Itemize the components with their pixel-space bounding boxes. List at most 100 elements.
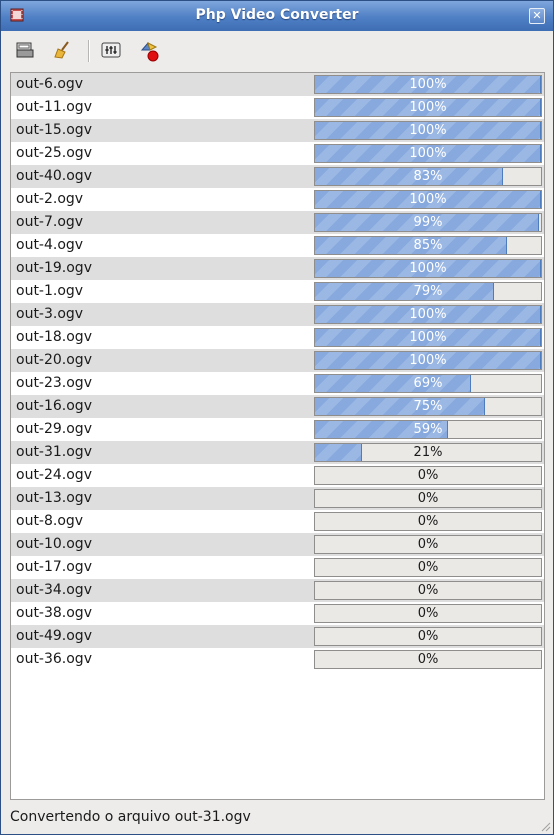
progress-bar: 0% xyxy=(314,627,542,646)
progress-label: 100% xyxy=(409,307,447,322)
clear-broom-icon xyxy=(54,41,69,59)
progress-fill xyxy=(315,122,541,139)
file-name: out-23.ogv xyxy=(16,375,92,391)
progress-bar: 100% xyxy=(314,351,542,370)
status-text: Convertendo o arquivo out-31.ogv xyxy=(10,809,251,825)
file-name: out-36.ogv xyxy=(16,651,92,667)
convert-record-icon xyxy=(140,41,159,62)
progress-label: 0% xyxy=(417,560,439,575)
progress-fill xyxy=(315,306,541,323)
list-item[interactable]: out-29.ogv 59% xyxy=(11,418,544,441)
list-item[interactable]: out-1.ogv 79% xyxy=(11,280,544,303)
file-list[interactable]: out-6.ogv 100% out-11.ogv 100% out-15.ogv 100… xyxy=(10,72,545,800)
progress-fill xyxy=(315,329,541,346)
file-name: out-40.ogv xyxy=(16,168,92,184)
list-item[interactable]: out-24.ogv 0% xyxy=(11,464,544,487)
open-button[interactable] xyxy=(11,37,39,63)
progress-bar: 21% xyxy=(314,443,542,462)
convert-button[interactable] xyxy=(134,37,162,63)
list-item[interactable]: out-15.ogv 100% xyxy=(11,119,544,142)
file-name: out-4.ogv xyxy=(16,237,84,253)
file-name: out-11.ogv xyxy=(16,99,92,115)
file-name: out-13.ogv xyxy=(16,490,92,506)
list-item[interactable]: out-38.ogv 0% xyxy=(11,602,544,625)
file-name: out-31.ogv xyxy=(16,444,92,460)
open-folder-icon xyxy=(16,42,34,58)
progress-bar: 0% xyxy=(314,558,542,577)
file-name: out-17.ogv xyxy=(16,559,92,575)
file-name: out-10.ogv xyxy=(16,536,92,552)
file-name: out-8.ogv xyxy=(16,513,84,529)
list-item[interactable]: out-16.ogv 75% xyxy=(11,395,544,418)
progress-label: 21% xyxy=(413,445,443,460)
title-bar[interactable]: Php Video Converter ✕ xyxy=(1,1,553,31)
list-item[interactable]: out-7.ogv 99% xyxy=(11,211,544,234)
progress-fill xyxy=(315,145,541,162)
list-item[interactable]: out-49.ogv 0% xyxy=(11,625,544,648)
list-item[interactable]: out-19.ogv 100% xyxy=(11,257,544,280)
list-item[interactable]: out-20.ogv 100% xyxy=(11,349,544,372)
progress-bar: 59% xyxy=(314,420,542,439)
progress-bar: 0% xyxy=(314,535,542,554)
progress-label: 0% xyxy=(417,629,439,644)
progress-label: 0% xyxy=(417,537,439,552)
list-item[interactable]: out-23.ogv 69% xyxy=(11,372,544,395)
file-name: out-25.ogv xyxy=(16,145,92,161)
progress-label: 69% xyxy=(413,376,443,391)
progress-fill xyxy=(315,168,503,185)
list-item[interactable]: out-13.ogv 0% xyxy=(11,487,544,510)
progress-label: 100% xyxy=(409,353,447,368)
list-item[interactable]: out-40.ogv 83% xyxy=(11,165,544,188)
progress-bar: 0% xyxy=(314,512,542,531)
file-name: out-1.ogv xyxy=(16,283,84,299)
progress-fill xyxy=(315,260,541,277)
file-name: out-49.ogv xyxy=(16,628,92,644)
file-name: out-16.ogv xyxy=(16,398,92,414)
film-strip-icon[interactable] xyxy=(10,8,24,22)
progress-bar: 100% xyxy=(314,98,542,117)
list-item[interactable]: out-36.ogv 0% xyxy=(11,648,544,671)
progress-bar: 0% xyxy=(314,489,542,508)
progress-bar: 100% xyxy=(314,190,542,209)
list-item[interactable]: out-4.ogv 85% xyxy=(11,234,544,257)
list-item[interactable]: out-18.ogv 100% xyxy=(11,326,544,349)
file-name: out-2.ogv xyxy=(16,191,84,207)
list-item[interactable]: out-25.ogv 100% xyxy=(11,142,544,165)
progress-bar: 100% xyxy=(314,305,542,324)
list-item[interactable]: out-11.ogv 100% xyxy=(11,96,544,119)
list-item[interactable]: out-17.ogv 0% xyxy=(11,556,544,579)
progress-label: 0% xyxy=(417,514,439,529)
list-item[interactable]: out-8.ogv 0% xyxy=(11,510,544,533)
list-item[interactable]: out-10.ogv 0% xyxy=(11,533,544,556)
resize-grip-icon[interactable] xyxy=(539,820,551,832)
settings-button[interactable] xyxy=(97,37,125,63)
list-item[interactable]: out-2.ogv 100% xyxy=(11,188,544,211)
file-name: out-20.ogv xyxy=(16,352,92,368)
progress-bar: 79% xyxy=(314,282,542,301)
list-item[interactable]: out-6.ogv 100% xyxy=(11,73,544,96)
progress-label: 75% xyxy=(413,399,443,414)
progress-label: 0% xyxy=(417,491,439,506)
progress-fill xyxy=(315,237,507,254)
status-bar: Convertendo o arquivo out-31.ogv xyxy=(1,804,553,834)
clear-button[interactable] xyxy=(49,37,77,63)
progress-bar: 100% xyxy=(314,75,542,94)
progress-bar: 100% xyxy=(314,328,542,347)
window-title: Php Video Converter xyxy=(195,7,359,23)
progress-bar: 83% xyxy=(314,167,542,186)
file-name: out-3.ogv xyxy=(16,306,84,322)
progress-label: 0% xyxy=(417,583,439,598)
list-item[interactable]: out-3.ogv 100% xyxy=(11,303,544,326)
progress-bar: 0% xyxy=(314,466,542,485)
close-button[interactable]: ✕ xyxy=(529,8,545,24)
progress-fill xyxy=(315,99,541,116)
list-item[interactable]: out-31.ogv 21% xyxy=(11,441,544,464)
progress-bar: 0% xyxy=(314,581,542,600)
progress-fill xyxy=(315,375,471,392)
progress-fill xyxy=(315,398,485,415)
progress-bar: 75% xyxy=(314,397,542,416)
list-item[interactable]: out-34.ogv 0% xyxy=(11,579,544,602)
progress-fill xyxy=(315,352,541,369)
progress-label: 85% xyxy=(413,238,443,253)
